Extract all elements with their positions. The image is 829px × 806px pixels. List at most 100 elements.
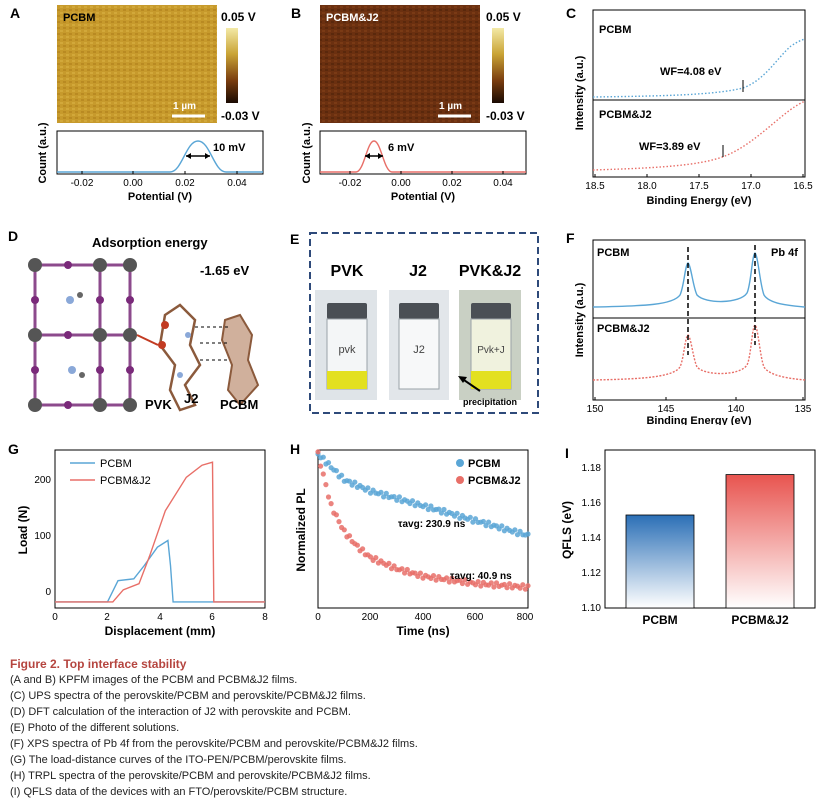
pl-point-pcbm-j2 (488, 580, 494, 586)
pl-point-pcbm-j2 (341, 527, 347, 533)
pl-point-pcbm (333, 468, 339, 474)
panel-letter: H (290, 441, 300, 457)
pl-point-pcbm (339, 472, 345, 478)
y-axis-label: Load (N) (16, 506, 30, 555)
cbar-max: 0.05 V (486, 10, 521, 24)
series-label: PCBM (599, 24, 631, 36)
tick-label: 17.5 (689, 181, 709, 192)
tick-label: 0.04 (493, 178, 513, 189)
figure-caption-title: Figure 2. Top interface stability (10, 657, 187, 671)
energy-value: -1.65 eV (200, 263, 249, 278)
pl-point-pcbm (472, 516, 479, 522)
map-label: PCBM (63, 12, 95, 24)
tick-label: 18.5 (585, 181, 605, 192)
tick-label: 800 (517, 612, 534, 623)
y-axis-label: Intensity (a.u.) (574, 282, 586, 357)
y-axis-label: Intensity (a.u.) (574, 55, 586, 130)
category-label: PCBM&J2 (731, 613, 789, 627)
y-axis-label: Count (a.u.) (37, 122, 49, 183)
x-axis-label: Time (ns) (396, 624, 449, 638)
tau-label: τavg: 230.9 ns (398, 519, 466, 530)
load-curve-pcbm-j2 (55, 461, 265, 603)
pl-point-pcbm-j2 (449, 575, 455, 581)
pl-point-pcbm (352, 479, 358, 485)
tick-label: 0 (315, 612, 321, 623)
pl-point-pcbm-j2 (478, 583, 484, 589)
pl-point-pcbm-j2 (323, 482, 329, 488)
pl-point-pcbm-j2 (391, 563, 397, 569)
tick-label: 140 (728, 404, 745, 415)
panel-letter: D (8, 228, 18, 244)
pl-point-pcbm-j2 (475, 579, 481, 585)
pl-point-pcbm (428, 503, 434, 509)
pl-point-pcbm (409, 498, 416, 504)
tick-label: 0.02 (442, 178, 462, 189)
panel-b: B PCBM&J2 1 µm 0.05 V -0.03 V 6 mV -0.02… (291, 5, 527, 203)
x-axis-label: Binding Energy (eV) (646, 195, 751, 207)
legend-item: PCBM&J2 (468, 475, 521, 487)
caption-line: (F) XPS spectra of Pb 4f from the perovs… (10, 738, 418, 750)
fwhm-label: 10 mV (213, 142, 246, 154)
pl-point-pcbm-j2 (507, 581, 513, 587)
vial-writing: pvk (338, 344, 356, 356)
wf-label: WF=4.08 eV (660, 66, 722, 78)
pl-point-pcbm (454, 510, 460, 516)
series-label: PCBM&J2 (599, 109, 652, 121)
xps-curve-pcbm (592, 252, 806, 308)
histogram-frame (319, 130, 527, 175)
category-label: PCBM (642, 613, 677, 627)
pl-point-pcbm (441, 506, 447, 513)
tick-label: 1.10 (582, 603, 602, 614)
tick-label: 400 (415, 612, 432, 623)
caption-line: (G) The load-distance curves of the ITO-… (10, 754, 347, 766)
histogram-curve (320, 140, 526, 173)
pl-point-pcbm (423, 502, 429, 508)
tick-label: 8 (262, 612, 268, 623)
y-axis-label: QFLS (eV) (560, 501, 574, 559)
pl-point-pcbm-j2 (354, 542, 360, 548)
tick-label: 100 (34, 531, 51, 542)
pl-point-pcbm (486, 519, 492, 525)
pl-point-pcbm-j2 (373, 555, 379, 561)
vial-writing: Pvk+J (477, 345, 505, 356)
qfls-bar (725, 474, 795, 609)
pl-point-pcbm-j2 (325, 494, 332, 500)
pcbm-molecule (220, 313, 260, 407)
pl-point-pcbm (467, 514, 473, 520)
pvk-label: PVK (145, 397, 172, 412)
tau-label: τavg: 40.9 ns (450, 571, 512, 582)
pl-point-pcbm-j2 (459, 580, 465, 587)
pb-label: Pb 4f (771, 247, 798, 259)
qfls-bar (625, 514, 695, 609)
tick-label: 135 (795, 404, 812, 415)
pl-point-pcbm (378, 489, 384, 495)
panel-letter: I (565, 445, 569, 461)
x-axis-label: Potential (V) (128, 191, 193, 203)
pl-point-pcbm (346, 478, 353, 484)
solution-label: PVK (331, 263, 364, 280)
tick-label: 6 (209, 612, 215, 623)
tick-label: 1.14 (582, 533, 602, 544)
vial-writing: J2 (413, 344, 425, 356)
tick-label: 1.12 (582, 568, 602, 579)
vial-j2: J2 (398, 303, 440, 390)
panel-f: F PCBM Pb 4f PCBM&J2 150 145 140 135 Bin… (566, 230, 812, 425)
pl-point-pcbm-j2 (336, 519, 342, 525)
y-axis-label: Normalized PL (294, 488, 308, 571)
pl-point-pcbm-j2 (520, 582, 526, 588)
y-axis-label: Count (a.u.) (301, 122, 313, 183)
pl-point-pcbm (391, 494, 397, 500)
tick-label: 0.04 (227, 178, 247, 189)
panel-d: D Adsorption energy -1.65 eV PVK J2 PCBM (8, 228, 260, 412)
pl-point-pcbm (480, 518, 486, 525)
pl-point-pcbm-j2 (328, 501, 334, 507)
pl-point-pcbm-j2 (320, 471, 326, 477)
tick-label: 16.5 (793, 181, 813, 192)
caption-line: (A and B) KPFM images of the PCBM and PC… (10, 674, 298, 686)
pl-point-pcbm (396, 494, 402, 500)
caption-line: (D) DFT calculation of the interaction o… (10, 706, 351, 718)
pl-point-pcbm (517, 528, 523, 534)
legend-item: PCBM (468, 458, 500, 470)
tick-label: -0.02 (339, 178, 362, 189)
pl-point-pcbm (365, 485, 371, 491)
